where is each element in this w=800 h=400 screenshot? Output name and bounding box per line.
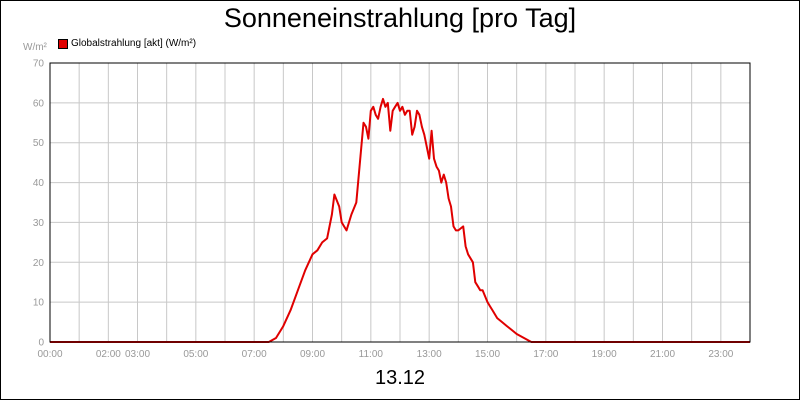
y-tick-label: 10: [33, 298, 45, 309]
x-tick-label: 05:00: [183, 349, 208, 360]
y-tick-label: 30: [33, 218, 45, 229]
x-tick-label: 13:00: [417, 349, 442, 360]
y-tick-label: 0: [38, 338, 44, 349]
x-tick-label: 15:00: [475, 349, 500, 360]
x-tick-label: 02:00: [96, 349, 121, 360]
x-tick-label: 09:00: [300, 349, 325, 360]
x-axis-date-label: 13.12: [374, 367, 426, 389]
legend-label: Globalstrahlung [akt] (W/m²): [71, 38, 197, 49]
x-tick-label: 21:00: [650, 349, 675, 360]
x-tick-label: 11:00: [359, 349, 384, 360]
legend: Globalstrahlung [akt] (W/m²): [58, 38, 196, 49]
legend-swatch: [58, 38, 68, 49]
x-tick-label: 03:00: [125, 349, 150, 360]
x-tick-label: 00:00: [37, 349, 62, 360]
y-axis-unit: W/m²: [23, 42, 47, 53]
x-tick-label: 17:00: [533, 349, 558, 360]
plot-border: [49, 62, 751, 343]
x-tick-label: 07:00: [242, 349, 267, 360]
x-tick-label: 19:00: [592, 349, 617, 360]
y-tick-label: 70: [33, 59, 45, 70]
x-tick-label: 23:00: [708, 349, 733, 360]
x-axis-ticks: 00:00 02:00 03:00 05:00 07:00 09:00 11:00 13:00…: [37, 349, 733, 360]
chart-title: Sonneneinstrahlung [pro Tag]: [223, 3, 577, 33]
y-axis-ticks: 0 10 20 30 40 50 60 70: [33, 59, 45, 349]
y-tick-label: 60: [33, 98, 45, 109]
series-line-globalstrahlung: [50, 97, 750, 343]
y-tick-label: 40: [33, 178, 45, 189]
y-tick-label: 20: [33, 258, 45, 269]
y-tick-label: 50: [33, 138, 45, 149]
